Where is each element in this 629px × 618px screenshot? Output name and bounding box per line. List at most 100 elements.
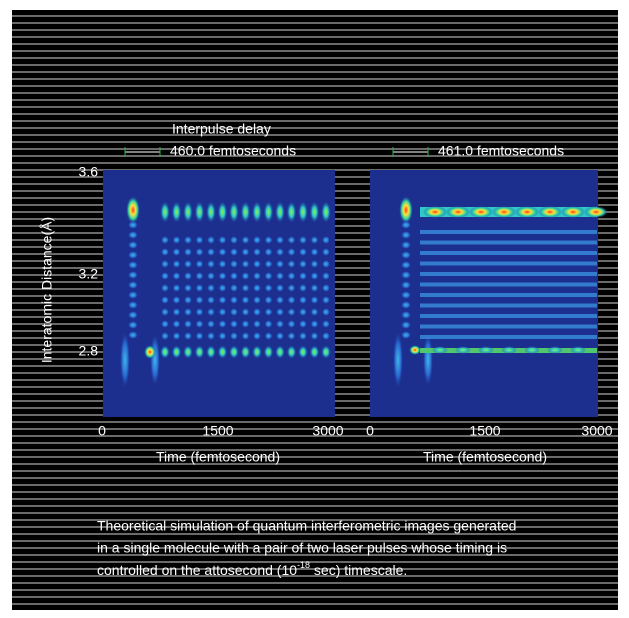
- heat-blob: [207, 296, 215, 304]
- heat-blob: [401, 221, 411, 229]
- heat-blob: [299, 236, 307, 244]
- heat-band: [420, 272, 597, 276]
- heat-blob: [310, 308, 319, 316]
- header-title: Interpulse delay: [172, 121, 271, 137]
- heat-blob: [401, 301, 411, 309]
- heat-blob: [171, 345, 182, 359]
- heat-blob: [161, 236, 169, 244]
- heat-blob: [230, 236, 238, 244]
- heat-blob: [401, 231, 411, 239]
- heat-blob: [218, 236, 227, 244]
- heat-blob: [207, 260, 215, 268]
- heat-blob: [401, 271, 411, 279]
- heat-blob: [276, 320, 284, 328]
- heat-blob: [230, 332, 238, 340]
- heat-blob: [184, 296, 192, 304]
- heat-blob: [287, 248, 296, 256]
- heat-blob: [322, 320, 330, 328]
- heat-blob: [172, 320, 181, 328]
- heat-blob: [126, 196, 140, 224]
- heat-blob: [253, 236, 261, 244]
- heat-blob: [128, 331, 138, 339]
- heat-blob: [287, 260, 296, 268]
- heat-blob: [160, 345, 170, 359]
- heat-blob: [172, 236, 181, 244]
- heat-blob: [206, 201, 216, 223]
- heat-blob: [275, 201, 285, 223]
- heat-blob: [241, 236, 250, 244]
- x-tick-label: 0: [366, 423, 374, 439]
- x-axis-label: Time (femtosecond): [423, 449, 547, 465]
- heat-blob: [128, 321, 138, 329]
- heat-blob: [287, 308, 296, 316]
- heat-blob: [322, 236, 330, 244]
- heat-blob: [161, 320, 169, 328]
- heat-blob: [515, 206, 539, 218]
- heat-blob: [161, 332, 169, 340]
- delay-arrow: [124, 147, 429, 157]
- heat-blob: [172, 260, 181, 268]
- heat-blob: [144, 345, 156, 359]
- heat-blob: [298, 201, 308, 223]
- caption-line: Theoretical simulation of quantum interf…: [97, 518, 516, 534]
- heat-blob: [276, 248, 284, 256]
- heat-blob: [218, 272, 227, 280]
- delay-label: 461.0 femtoseconds: [438, 143, 564, 159]
- heat-blob: [128, 301, 138, 309]
- heat-blob: [310, 260, 319, 268]
- x-tick-label: 3000: [581, 423, 612, 439]
- heat-blob: [229, 201, 239, 223]
- heat-blob: [263, 201, 274, 223]
- heat-blob: [264, 308, 273, 316]
- heat-blob: [218, 332, 227, 340]
- heat-blob: [322, 308, 330, 316]
- y-tick-label: 3.2: [79, 266, 99, 282]
- heat-blob: [161, 272, 169, 280]
- y-tick-label: 2.8: [79, 343, 99, 359]
- heat-blob: [230, 320, 238, 328]
- heat-blob: [252, 345, 262, 359]
- heat-blob: [230, 260, 238, 268]
- caption-text: controlled on the attosecond (10: [97, 562, 297, 578]
- heat-blob: [207, 272, 215, 280]
- heat-blob: [184, 236, 192, 244]
- heat-blob: [195, 284, 204, 292]
- heat-blob: [286, 201, 297, 223]
- heat-blob: [584, 206, 608, 218]
- heat-blob: [264, 320, 273, 328]
- heat-blob: [161, 248, 169, 256]
- heat-blob: [161, 260, 169, 268]
- heat-blob: [241, 308, 250, 316]
- heat-blob: [206, 345, 216, 359]
- heat-band: [420, 282, 597, 287]
- heat-blob: [218, 248, 227, 256]
- heat-blob: [184, 320, 192, 328]
- heat-blob: [501, 346, 517, 354]
- heat-blob: [218, 308, 227, 316]
- heat-blob: [218, 296, 227, 304]
- heat-blob: [299, 296, 307, 304]
- heat-blob: [217, 201, 228, 223]
- heat-blob: [322, 332, 330, 340]
- heat-blob: [240, 345, 251, 359]
- heat-blob: [310, 284, 319, 292]
- heat-blob: [230, 248, 238, 256]
- heat-blob: [276, 308, 284, 316]
- heat-blob: [310, 320, 319, 328]
- heat-blob: [276, 284, 284, 292]
- heat-blob: [230, 308, 238, 316]
- heat-blob: [264, 296, 273, 304]
- y-tick-label: 3.6: [79, 164, 99, 180]
- heat-blob: [561, 206, 585, 218]
- heat-blob: [299, 320, 307, 328]
- heat-blob: [184, 272, 192, 280]
- heat-blob: [207, 248, 215, 256]
- heat-blob: [128, 261, 138, 269]
- heat-band: [420, 293, 597, 297]
- y-axis-label: Interatomic Distance(Å): [39, 217, 55, 363]
- heat-blob: [264, 272, 273, 280]
- heat-blob: [217, 345, 228, 359]
- heat-blob: [401, 311, 411, 319]
- heat-blob: [276, 296, 284, 304]
